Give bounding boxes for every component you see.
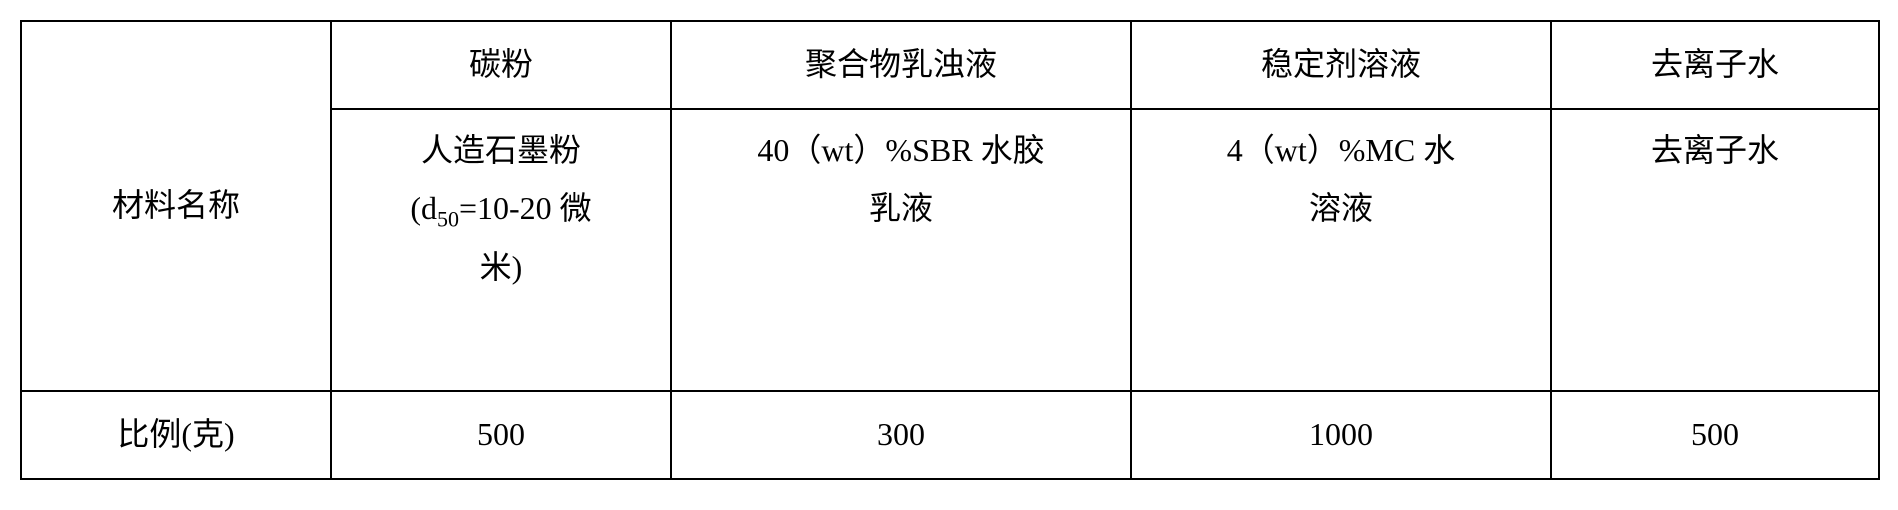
desc-carbon-line2-prefix: (d xyxy=(410,190,437,226)
desc-carbon-line2-sub: 50 xyxy=(437,206,459,231)
desc-poly-line1: 40（wt）%SBR 水胶 xyxy=(757,132,1044,168)
header-water: 去离子水 xyxy=(1551,21,1879,109)
ratio-poly: 300 xyxy=(671,391,1131,479)
desc-water: 去离子水 xyxy=(1551,109,1879,391)
desc-stab: 4（wt）%MC 水 溶液 xyxy=(1131,109,1551,391)
ratio-label: 比例(克) xyxy=(21,391,331,479)
header-name-label: 材料名称 xyxy=(21,21,331,391)
header-stab: 稳定剂溶液 xyxy=(1131,21,1551,109)
desc-carbon-line1: 人造石墨粉 xyxy=(421,132,581,168)
ratio-stab: 1000 xyxy=(1131,391,1551,479)
header-poly: 聚合物乳浊液 xyxy=(671,21,1131,109)
ratio-carbon: 500 xyxy=(331,391,671,479)
table-ratio-row: 比例(克) 500 300 1000 500 xyxy=(21,391,1879,479)
desc-carbon: 人造石墨粉 (d50=10-20 微 米) xyxy=(331,109,671,391)
desc-poly-line2: 乳液 xyxy=(869,190,933,226)
desc-stab-line2: 溶液 xyxy=(1309,190,1373,226)
materials-table: 材料名称 碳粉 聚合物乳浊液 稳定剂溶液 去离子水 人造石墨粉 (d50=10-… xyxy=(20,20,1880,480)
desc-carbon-line3: 米) xyxy=(480,249,523,285)
table-header-row: 材料名称 碳粉 聚合物乳浊液 稳定剂溶液 去离子水 xyxy=(21,21,1879,109)
header-carbon: 碳粉 xyxy=(331,21,671,109)
ratio-water: 500 xyxy=(1551,391,1879,479)
desc-carbon-line2-suffix: =10-20 微 xyxy=(459,190,592,226)
desc-poly: 40（wt）%SBR 水胶 乳液 xyxy=(671,109,1131,391)
desc-stab-line1: 4（wt）%MC 水 xyxy=(1227,132,1455,168)
